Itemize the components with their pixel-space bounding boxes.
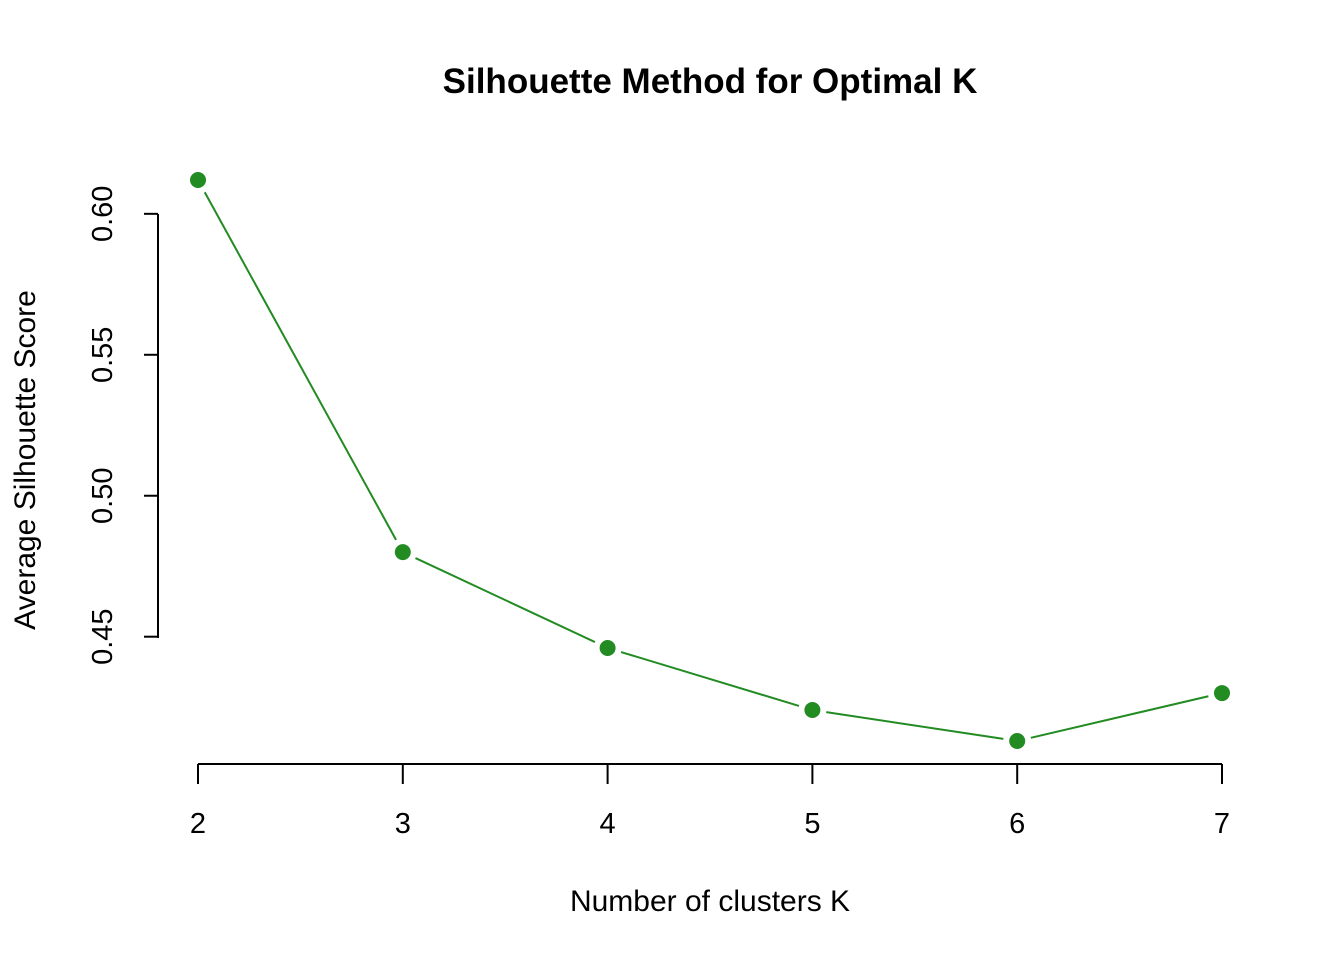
series-line-segment (826, 711, 1004, 740)
x-tick-label: 4 (600, 808, 616, 840)
series-line-segment (203, 191, 397, 541)
series-layer (203, 191, 1209, 740)
x-tick-label: 6 (1009, 808, 1025, 840)
chart-title: Silhouette Method for Optimal K (443, 62, 978, 101)
data-point (599, 639, 616, 656)
data-point (1214, 685, 1230, 702)
series-line-segment (415, 557, 596, 643)
data-point (1009, 733, 1026, 749)
series-line-segment (620, 651, 800, 707)
series-line-segment (1030, 695, 1209, 739)
x-tick-label: 7 (1214, 808, 1230, 840)
x-tick-label: 2 (190, 808, 206, 840)
y-tick-label: 0.55 (87, 327, 119, 383)
x-axis: 2 3 4 5 6 7 (190, 763, 1230, 840)
y-tick-label: 0.60 (87, 186, 119, 242)
y-tick-label: 0.50 (87, 468, 119, 524)
data-point (190, 172, 206, 188)
y-axis: 0.45 0.50 0.55 0.60 (87, 186, 159, 665)
data-point (394, 544, 411, 561)
x-tick-label: 5 (804, 808, 820, 840)
x-axis-label: Number of clusters K (570, 885, 850, 918)
y-tick-label: 0.45 (87, 608, 119, 664)
y-axis-label: Average Silhouette Score (9, 290, 42, 630)
x-tick-label: 3 (395, 808, 411, 840)
points-layer (190, 172, 1230, 749)
data-point (804, 701, 821, 718)
